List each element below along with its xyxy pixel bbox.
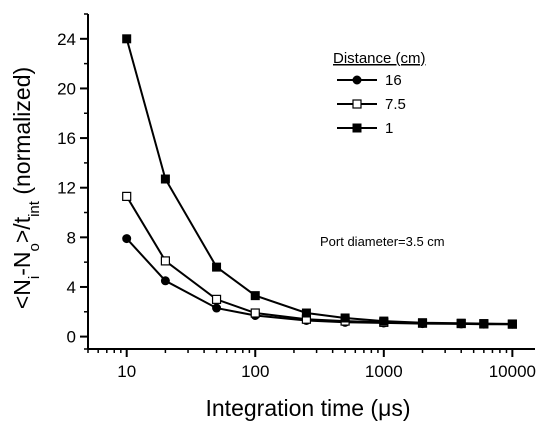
y-title-tail: (normalized): [9, 67, 35, 201]
legend-label: 1: [385, 120, 393, 137]
point-marker-filled-square: [301, 308, 311, 318]
series-line: [125, 195, 513, 326]
legend-title: Distance (cm): [333, 50, 426, 67]
legend-item: 16: [337, 72, 402, 89]
x-tick-label: 100: [241, 362, 269, 381]
point-marker-circle: [352, 75, 362, 85]
y-tick-label: 8: [67, 228, 76, 247]
annotation: Port diameter=3.5 cm: [320, 234, 445, 249]
y-title-sub-o: o: [26, 243, 43, 251]
y-title-mid: >/t: [9, 216, 35, 243]
point-marker-filled-square: [418, 318, 428, 328]
point-marker-circle: [122, 234, 132, 244]
legend-item: 7.5: [337, 96, 406, 113]
legend: Distance (cm) 167.51: [333, 50, 426, 137]
series-1: [122, 34, 517, 329]
y-title-sub-int: int: [26, 200, 43, 217]
series-7-5: [122, 191, 517, 329]
point-marker-open-square: [122, 191, 132, 201]
point-marker-filled-square: [340, 313, 350, 323]
point-marker-open-square: [352, 99, 362, 109]
y-title-open: <N: [9, 279, 35, 309]
point-marker-filled-square: [212, 262, 222, 272]
y-tick-label: 4: [67, 278, 76, 297]
y-axis: 0 4 8 12 16 20 24: [57, 13, 89, 350]
point-marker-open-square: [211, 294, 222, 304]
y-axis-title: <Ni-No>/tint (normalized): [9, 67, 43, 309]
y-tick-label: 24: [57, 30, 76, 49]
legend-label: 7.5: [385, 96, 406, 113]
legend-items: 167.51: [337, 72, 406, 137]
y-tick-label: 12: [57, 179, 76, 198]
series-line: [125, 38, 513, 325]
point-marker-circle: [212, 303, 222, 313]
point-marker-circle: [160, 276, 170, 286]
point-marker-filled-square: [379, 316, 389, 326]
x-axis-title: Integration time (μs): [206, 395, 411, 421]
point-marker-open-square: [160, 256, 170, 266]
point-marker-filled-square: [352, 123, 362, 133]
point-marker-filled-square: [479, 319, 489, 329]
y-tick-label: 0: [67, 328, 76, 347]
x-tick-label: 10: [117, 362, 136, 381]
legend-item: 1: [337, 120, 393, 137]
x-axis: 10 100 1000 10000: [87, 348, 536, 381]
x-tick-label: 1000: [365, 362, 403, 381]
x-tick-label: 10000: [489, 362, 536, 381]
y-title-sub-i: i: [26, 276, 43, 279]
x-ticks: 10 100 1000 10000: [87, 349, 536, 381]
y-tick-label: 20: [57, 79, 76, 98]
point-marker-open-square: [250, 308, 260, 318]
y-title-minus: -N: [9, 251, 35, 275]
point-marker-filled-square: [456, 318, 466, 328]
point-marker-filled-square: [160, 174, 170, 184]
point-marker-filled-square: [122, 34, 132, 44]
point-marker-filled-square: [250, 291, 260, 301]
y-ticks: 0 4 8 12 16 20 24: [57, 13, 88, 350]
plot-series: [122, 34, 517, 329]
legend-label: 16: [385, 72, 402, 89]
series-line: [125, 237, 513, 326]
y-tick-label: 16: [57, 129, 76, 148]
point-marker-filled-square: [507, 319, 517, 329]
